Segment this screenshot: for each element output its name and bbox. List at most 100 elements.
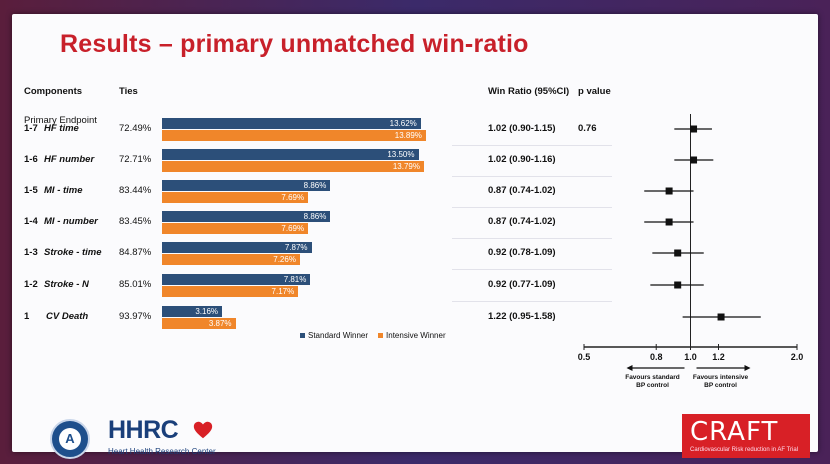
bar-standard-label: 13.50% bbox=[387, 150, 415, 159]
forest-tick-label: 1.2 bbox=[712, 352, 725, 362]
bar-standard: 7.87% bbox=[162, 242, 312, 253]
row-win-ratio: 1.02 (0.90-1.16) bbox=[488, 154, 556, 165]
favour-standard-label: Favours standard bbox=[625, 374, 680, 381]
bar-intensive-label: 13.89% bbox=[394, 131, 422, 140]
row-ties: 83.44% bbox=[119, 185, 152, 196]
legend-standard-label: Standard Winner bbox=[308, 331, 369, 340]
bar-intensive: 7.69% bbox=[162, 192, 309, 203]
bar-intensive: 7.17% bbox=[162, 286, 299, 297]
win-ratio-header: Win Ratio (95%CI) bbox=[488, 86, 570, 97]
row-number: 1-3 bbox=[24, 247, 38, 258]
row-number: 1-2 bbox=[24, 279, 38, 290]
row-component-name: MI - time bbox=[44, 185, 83, 196]
bar-standard-label: 7.81% bbox=[283, 275, 307, 284]
legend-intensive-swatch bbox=[378, 333, 384, 339]
point-estimate bbox=[674, 281, 682, 289]
point-estimate bbox=[690, 125, 698, 133]
legend-intensive: Intensive Winner bbox=[378, 331, 446, 340]
forest-tick-label: 2.0 bbox=[791, 352, 804, 362]
seal-emblem-icon: A bbox=[59, 428, 81, 450]
row-divider bbox=[452, 207, 612, 208]
legend-intensive-label: Intensive Winner bbox=[386, 331, 446, 340]
row-number: 1-6 bbox=[24, 154, 38, 165]
bar-intensive-label: 7.69% bbox=[281, 193, 305, 202]
row-divider bbox=[452, 238, 612, 239]
primary-endpoint-label: Primary Endpoint bbox=[24, 115, 97, 126]
bar-standard-label: 8.86% bbox=[303, 181, 327, 190]
bar-intensive: 13.79% bbox=[162, 161, 424, 172]
row-win-ratio: 0.87 (0.74-1.02) bbox=[488, 216, 556, 227]
components-header: Components bbox=[24, 86, 83, 97]
bar-standard-label: 7.87% bbox=[284, 243, 308, 252]
bar-standard: 3.16% bbox=[162, 306, 223, 317]
point-estimate bbox=[690, 156, 698, 164]
row-ties: 93.97% bbox=[119, 311, 152, 322]
row-component-name: Stroke - N bbox=[44, 279, 89, 290]
p-value-header: p value bbox=[578, 86, 611, 97]
row-win-ratio: 0.87 (0.74-1.02) bbox=[488, 185, 556, 196]
bar-standard: 8.86% bbox=[162, 211, 331, 222]
row-divider bbox=[452, 145, 612, 146]
craft-logo: CRAFT Cardiovascular Risk reduction in A… bbox=[682, 414, 810, 458]
row-component-name: MI - number bbox=[44, 216, 98, 227]
bar-intensive-label: 7.69% bbox=[281, 224, 305, 233]
favour-intensive-label-line2: BP control bbox=[704, 382, 737, 389]
bar-intensive-label: 7.26% bbox=[273, 255, 296, 264]
point-estimate bbox=[665, 218, 673, 226]
row-win-ratio: 0.92 (0.78-1.09) bbox=[488, 247, 556, 258]
slide: Results – primary unmatched win-ratio Co… bbox=[12, 14, 818, 459]
favour-intensive-arrowhead bbox=[744, 365, 751, 371]
bar-intensive-label: 7.17% bbox=[271, 287, 295, 296]
ties-header: Ties bbox=[119, 86, 138, 97]
bar-standard: 8.86% bbox=[162, 180, 331, 191]
bar-intensive: 13.89% bbox=[162, 130, 426, 141]
point-estimate bbox=[717, 313, 725, 321]
hhrc-logo: HHRC bbox=[108, 416, 179, 444]
favour-intensive-label: Favours intensive bbox=[693, 374, 749, 381]
row-number: 1-4 bbox=[24, 216, 38, 227]
row-ties: 85.01% bbox=[119, 279, 152, 290]
row-ties: 72.71% bbox=[119, 154, 152, 165]
bar-standard-label: 3.16% bbox=[195, 307, 219, 316]
favour-standard-arrowhead bbox=[626, 365, 633, 371]
row-win-ratio: 0.92 (0.77-1.09) bbox=[488, 279, 556, 290]
row-ties: 83.45% bbox=[119, 216, 152, 227]
hhrc-subtitle: Heart Health Research Center bbox=[108, 447, 216, 456]
row-divider bbox=[452, 176, 612, 177]
row-number: 1-7 bbox=[24, 123, 38, 134]
bar-standard: 7.81% bbox=[162, 274, 311, 285]
row-number: 1 bbox=[24, 311, 30, 322]
university-seal-logo: A bbox=[50, 419, 90, 459]
bar-legend: Standard Winner Intensive Winner bbox=[300, 331, 446, 340]
row-ties: 72.49% bbox=[119, 123, 152, 134]
bar-intensive: 7.69% bbox=[162, 223, 309, 234]
bar-standard-label: 8.86% bbox=[303, 212, 327, 221]
craft-logo-text: CRAFT bbox=[690, 417, 779, 447]
row-component-name: HF time bbox=[44, 123, 79, 134]
favour-standard-label-line2: BP control bbox=[636, 382, 669, 389]
bar-intensive-label: 3.87% bbox=[208, 319, 232, 328]
point-estimate bbox=[665, 187, 673, 195]
bar-standard-label: 13.62% bbox=[389, 119, 417, 128]
heart-icon bbox=[193, 421, 213, 439]
bar-intensive: 3.87% bbox=[162, 318, 236, 329]
row-p-value: 0.76 bbox=[578, 123, 597, 134]
row-ties: 84.87% bbox=[119, 247, 152, 258]
row-component-name: Stroke - time bbox=[44, 247, 102, 258]
slide-title: Results – primary unmatched win-ratio bbox=[60, 30, 529, 58]
forest-tick-label: 1.0 bbox=[684, 352, 697, 362]
craft-logo-subtitle: Cardiovascular Risk reduction in AF Tria… bbox=[690, 447, 799, 453]
row-divider bbox=[452, 269, 612, 270]
row-component-name: HF number bbox=[44, 154, 95, 165]
row-win-ratio: 1.22 (0.95-1.58) bbox=[488, 311, 556, 322]
forest-tick-label: 0.8 bbox=[650, 352, 663, 362]
forest-tick-label: 0.5 bbox=[578, 352, 591, 362]
point-estimate bbox=[674, 249, 682, 257]
legend-standard-swatch bbox=[300, 333, 305, 339]
legend-standard: Standard Winner bbox=[300, 331, 368, 340]
row-number: 1-5 bbox=[24, 185, 38, 196]
row-divider bbox=[452, 301, 612, 302]
row-component-name: CV Death bbox=[46, 311, 89, 322]
bar-intensive: 7.26% bbox=[162, 254, 300, 265]
